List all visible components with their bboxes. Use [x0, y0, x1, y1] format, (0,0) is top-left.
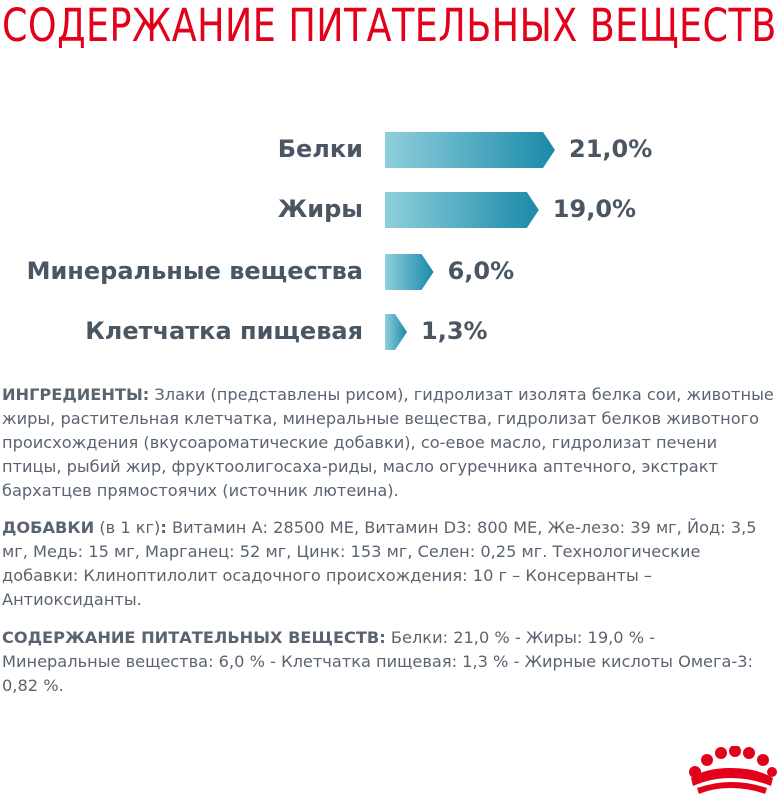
additives-heading: ДОБАВКИ [2, 518, 95, 537]
chart-value-label: 21,0% [569, 135, 653, 163]
chart-value-label: 1,3% [421, 317, 488, 345]
chart-value-label: 19,0% [552, 195, 637, 223]
chart-bar [385, 132, 555, 168]
chart-category-label: Белки [277, 135, 363, 163]
chart-category-label: Клетчатка пищевая [85, 317, 363, 345]
nutrients-heading: СОДЕРЖАНИЕ ПИТАТЕЛЬНЫХ ВЕЩЕСТВ: [2, 628, 386, 647]
chart-bar [385, 192, 539, 228]
additives-paragraph: ДОБАВКИ (в 1 кг): Витамин А: 28500 МЕ, В… [2, 516, 778, 612]
nutrients-paragraph: СОДЕРЖАНИЕ ПИТАТЕЛЬНЫХ ВЕЩЕСТВ: Белки: 2… [2, 626, 778, 698]
chart-category-label: Минеральные вещества [26, 257, 363, 285]
additives-colon: : [160, 518, 167, 537]
chart-bar-shape [385, 192, 539, 228]
ingredients-text: Злаки (представлены рисом), гидролизат и… [2, 385, 774, 500]
chart-bar [385, 254, 434, 290]
nutrient-bar-chart: Белки 21,0% Жиры 19,0% Минеральные вещества 6… [0, 120, 781, 360]
ingredients-heading: ИНГРЕДИЕНТЫ: [2, 385, 150, 404]
page-title: СОДЕРЖАНИЕ ПИТАТЕЛЬНЫХ ВЕЩЕСТВ [2, 0, 777, 52]
chart-bar [385, 314, 407, 350]
chart-category-label: Жиры [277, 195, 363, 223]
additives-subheading: (в 1 кг) [94, 518, 161, 537]
crown-icon [685, 745, 777, 796]
chart-bar-shape [385, 132, 555, 168]
chart-row: Белки 21,0% [0, 127, 781, 173]
ingredients-paragraph: ИНГРЕДИЕНТЫ: Злаки (представлены рисом),… [2, 383, 778, 503]
chart-row: Минеральные вещества 6,0% [0, 249, 781, 295]
chart-row: Клетчатка пищевая 1,3% [0, 309, 781, 355]
chart-row: Жиры 19,0% [0, 187, 781, 233]
chart-value-label: 6,0% [447, 257, 515, 285]
chart-bar-shape [385, 254, 434, 290]
chart-bar-shape [385, 314, 407, 350]
nutrients-text: Белки: 21,0 % - Жиры: 19,0 % - Минеральн… [2, 628, 754, 695]
additives-text: Витамин А: 28500 МЕ, Витамин D3: 800 МЕ,… [2, 518, 757, 609]
